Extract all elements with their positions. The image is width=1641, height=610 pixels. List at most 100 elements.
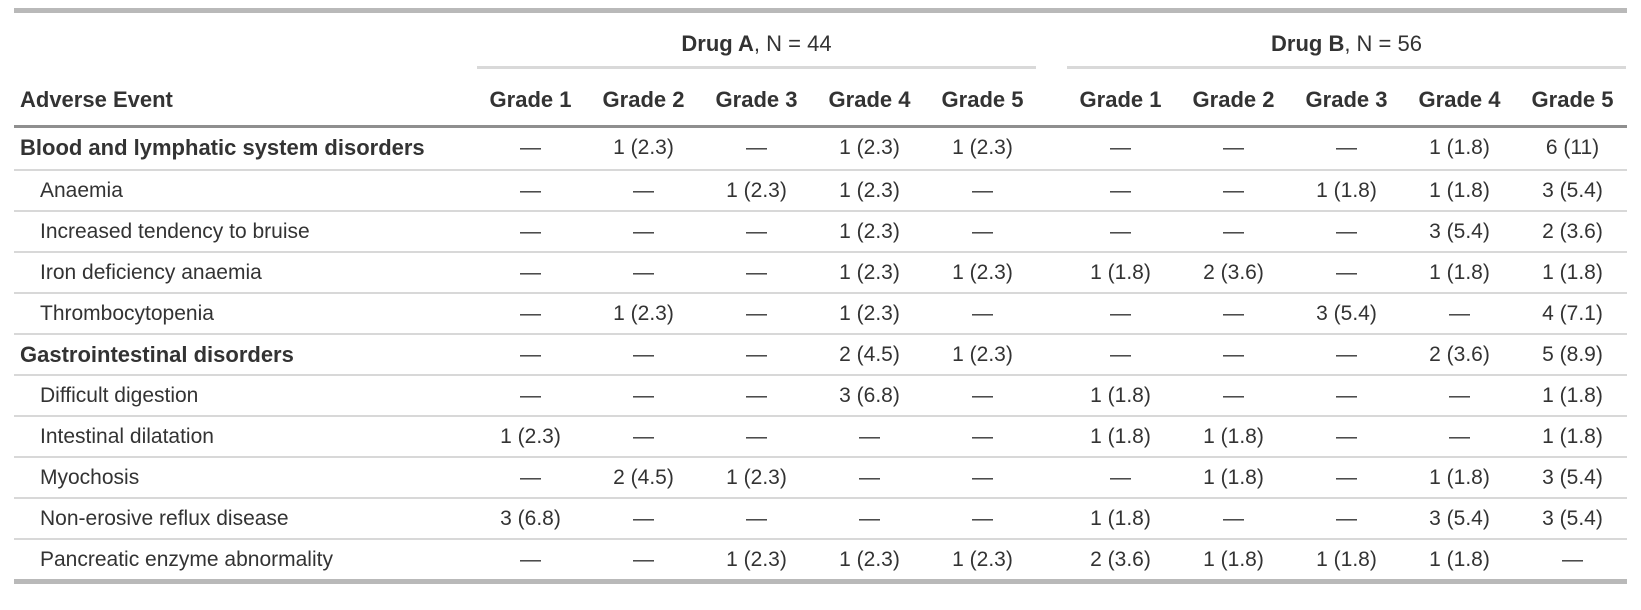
spanner-header-row: Drug A, N = 44 Drug B, N = 56 — [14, 13, 1627, 69]
cell: — — [1223, 136, 1244, 159]
cell: 1 (1.8) — [1090, 261, 1151, 284]
cell: — — [1336, 220, 1357, 243]
col-header-b-grade1: Grade 1 — [1079, 87, 1162, 112]
table-row: Iron deficiency anaemia — — — 1 (2.3) 1 … — [14, 251, 1627, 292]
cell: 3 (5.4) — [1542, 507, 1603, 530]
cell: — — [972, 302, 993, 325]
table-row: Non-erosive reflux disease 3 (6.8) — — —… — [14, 497, 1627, 538]
cell: — — [746, 220, 767, 243]
cell: 1 (1.8) — [1316, 548, 1377, 571]
cell: — — [520, 466, 541, 489]
group-gap — [1039, 335, 1064, 374]
cell: — — [746, 261, 767, 284]
cell: 1 (1.8) — [1090, 384, 1151, 407]
adverse-event-label: Blood and lymphatic system disorders — [20, 135, 425, 160]
cell: — — [520, 302, 541, 325]
cell: — — [1449, 302, 1470, 325]
drug-b-header-group: Drug B, N = 56 — [1064, 31, 1629, 69]
table-row-section: Gastrointestinal disorders — — — 2 (4.5)… — [14, 333, 1627, 374]
cell: 2 (3.6) — [1090, 548, 1151, 571]
cell: 3 (5.4) — [1429, 220, 1490, 243]
cell: — — [633, 261, 654, 284]
drug-a-header-group: Drug A, N = 44 — [474, 31, 1039, 69]
cell: 1 (2.3) — [952, 343, 1013, 366]
cell: — — [972, 507, 993, 530]
table-row: Difficult digestion — — — 3 (6.8) — 1 (1… — [14, 374, 1627, 415]
cell: 1 (1.8) — [1316, 179, 1377, 202]
adverse-event-header: Adverse Event — [20, 87, 173, 112]
cell: 3 (5.4) — [1542, 466, 1603, 489]
cell: — — [633, 220, 654, 243]
drug-b-spanner-rule — [1067, 66, 1626, 69]
group-gap — [1039, 294, 1064, 333]
cell: 1 (1.8) — [1429, 466, 1490, 489]
group-gap — [1039, 458, 1064, 497]
group-gap — [1039, 540, 1064, 579]
cell: 1 (2.3) — [726, 548, 787, 571]
adverse-event-label: Intestinal dilatation — [40, 425, 214, 448]
group-gap — [1039, 171, 1064, 210]
adverse-event-label: Difficult digestion — [40, 384, 199, 407]
cell: — — [633, 548, 654, 571]
cell: 1 (1.8) — [1429, 548, 1490, 571]
table-body: Blood and lymphatic system disorders — 1… — [14, 128, 1627, 579]
cell: — — [1336, 261, 1357, 284]
col-header-b-grade5: Grade 5 — [1531, 87, 1614, 112]
cell: 1 (1.8) — [1429, 179, 1490, 202]
cell: — — [1110, 302, 1131, 325]
drug-a-title: Drug A, N = 44 — [474, 31, 1039, 66]
cell: — — [859, 425, 880, 448]
col-header-a-grade3: Grade 3 — [715, 87, 798, 112]
cell: — — [1223, 179, 1244, 202]
cell: 1 (1.8) — [1542, 425, 1603, 448]
cell: — — [633, 425, 654, 448]
drug-a-name: Drug A — [681, 31, 754, 56]
col-header-b-grade3: Grade 3 — [1305, 87, 1388, 112]
cell: 1 (2.3) — [726, 466, 787, 489]
cell: 1 (2.3) — [952, 548, 1013, 571]
cell: 1 (1.8) — [1429, 136, 1490, 159]
cell: 1 (1.8) — [1429, 261, 1490, 284]
cell: — — [972, 425, 993, 448]
cell: 1 (1.8) — [1203, 425, 1264, 448]
cell: — — [520, 343, 541, 366]
cell: 3 (6.8) — [500, 507, 561, 530]
cell: — — [1449, 425, 1470, 448]
cell: — — [1110, 220, 1131, 243]
cell: 5 (8.9) — [1542, 343, 1603, 366]
cell: — — [972, 220, 993, 243]
table-top-rule — [14, 8, 1627, 13]
cell: 3 (5.4) — [1542, 179, 1603, 202]
cell: — — [1336, 343, 1357, 366]
cell: — — [1110, 179, 1131, 202]
cell: 1 (1.8) — [1203, 548, 1264, 571]
cell: 1 (1.8) — [1542, 261, 1603, 284]
table-row: Intestinal dilatation 1 (2.3) — — — — 1 … — [14, 415, 1627, 456]
cell: — — [1223, 384, 1244, 407]
cell: — — [859, 466, 880, 489]
cell: 1 (2.3) — [726, 179, 787, 202]
cell: 1 (2.3) — [500, 425, 561, 448]
cell: — — [1223, 343, 1244, 366]
cell: — — [1336, 425, 1357, 448]
cell: — — [972, 179, 993, 202]
table-row: Thrombocytopenia — 1 (2.3) — 1 (2.3) — —… — [14, 292, 1627, 333]
cell: 3 (5.4) — [1429, 507, 1490, 530]
cell: 2 (4.5) — [613, 466, 674, 489]
cell: — — [859, 507, 880, 530]
col-header-a-grade1: Grade 1 — [489, 87, 572, 112]
table-row: Pancreatic enzyme abnormality — — 1 (2.3… — [14, 538, 1627, 579]
group-gap — [1039, 417, 1064, 456]
adverse-event-label: Anaemia — [40, 179, 123, 202]
drug-b-n: , N = 56 — [1344, 31, 1422, 56]
cell: — — [520, 261, 541, 284]
cell: — — [746, 425, 767, 448]
adverse-event-label: Thrombocytopenia — [40, 302, 214, 325]
cell: 2 (3.6) — [1203, 261, 1264, 284]
cell: — — [746, 507, 767, 530]
cell: — — [1223, 302, 1244, 325]
drug-a-spanner-rule — [477, 66, 1036, 69]
cell: 4 (7.1) — [1542, 302, 1603, 325]
cell: — — [1110, 466, 1131, 489]
